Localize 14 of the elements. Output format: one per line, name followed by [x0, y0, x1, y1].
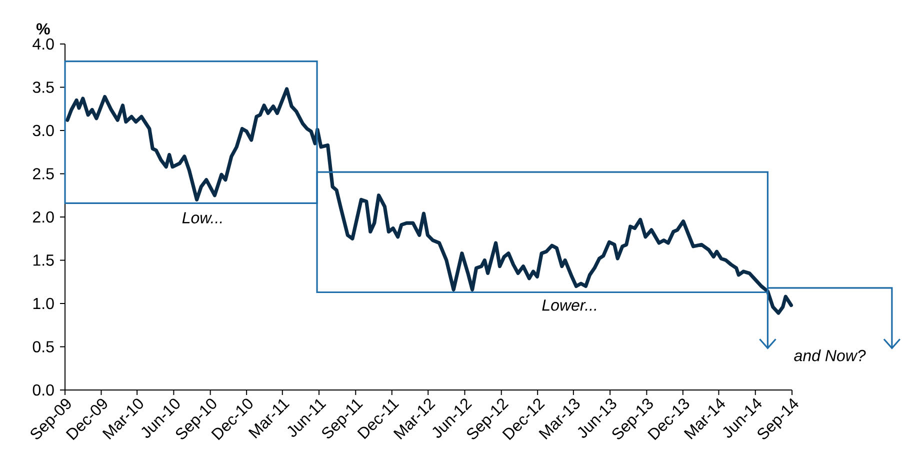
y-tick-label: 4.0 [32, 38, 54, 50]
y-tick-label: 1.0 [33, 298, 54, 310]
line-series [66, 87, 793, 315]
text: and Now? [794, 350, 866, 362]
y-tick-label: 3.5 [32, 82, 54, 93]
y-tick-label: 0.5 [32, 341, 54, 352]
annotation: Lower... [542, 300, 596, 311]
y-axis-title: % [36, 23, 50, 34]
y-tick-label: 2.5 [33, 168, 54, 180]
y-tick-label: 0.0 [32, 384, 54, 396]
y-tick-label: 2.0 [33, 211, 54, 223]
y-tick-label: 3.0 [32, 124, 54, 136]
y-tick-label: 1.5 [33, 254, 54, 266]
annotation: Low... [182, 212, 222, 224]
